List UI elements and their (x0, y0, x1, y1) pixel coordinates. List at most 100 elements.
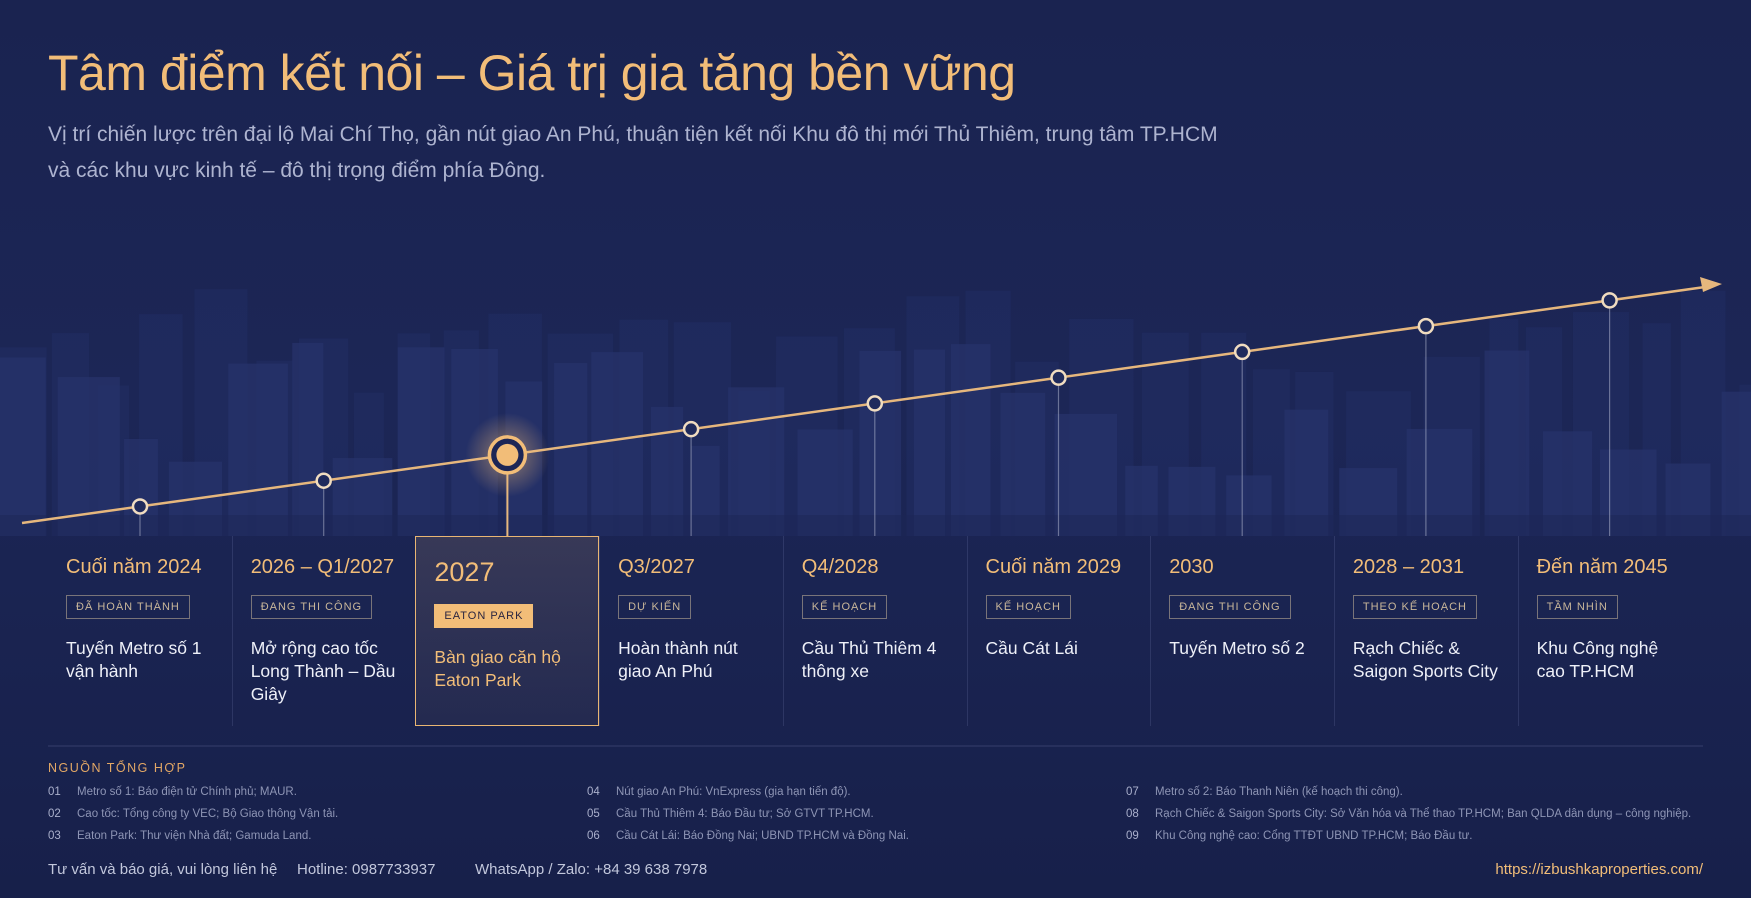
milestone-date: 2027 (434, 557, 495, 587)
subtitle: và các khu vực kinh tế – đô thị trọng đi… (48, 159, 546, 182)
milestone-label: Bàn giao căn hộ Eaton Park (434, 647, 561, 690)
skyline-building (1484, 350, 1530, 536)
source-item: 08 Rạch Chiếc & Saigon Sports City: Sở Vă… (1126, 808, 1691, 820)
skyline-building (1721, 391, 1751, 536)
milestone-label: Rạch Chiếc & Saigon Sports City (1352, 638, 1498, 681)
timeline-column: Đến năm 2045 TẦM NHÌN Khu Công nghệ cao TP… (1517, 536, 1702, 726)
title: Tâm điểm kết nối – Giá trị gia tăng bền … (48, 45, 1016, 101)
milestone-label: Tuyến Metro số 1 vận hành (66, 638, 202, 681)
milestone-label: Cầu Thủ Thiêm 4 thông xe (801, 638, 937, 681)
skyline-building (397, 347, 445, 536)
milestone-core (496, 443, 519, 466)
source-number: 04 (587, 786, 600, 798)
timeline-column: 2027 EATON PARK Bàn giao căn hộ Eaton Park (415, 536, 600, 726)
milestone (131, 498, 149, 515)
milestone-status: ĐANG THI CÔNG (250, 595, 373, 619)
website-link[interactable]: https://izbushkaproperties.com/ (1495, 861, 1703, 878)
source-text: Cầu Thủ Thiêm 4: Báo Đầu tư; Sở GTVT TP.… (616, 808, 874, 820)
skyline-building (728, 387, 785, 536)
source-item: 05 Cầu Thủ Thiêm 4: Báo Đầu tư; Sở GTVT T… (587, 808, 874, 820)
milestone-date: 2028 – 2031 (1352, 556, 1465, 578)
milestone-status: KẾ HOẠCH (801, 595, 888, 619)
milestone-status: ĐANG THI CÔNG (1169, 595, 1291, 619)
milestone-date: Cuối năm 2024 (66, 556, 202, 578)
source-number: 06 (587, 830, 600, 842)
skyline-building (292, 342, 324, 536)
timeline-column: Cuối năm 2024 ĐÃ HOÀN THÀNH Tuyến Metro số… (48, 536, 232, 726)
source-text: Metro số 2: Báo Thanh Niên (kế hoạch thi… (1155, 786, 1403, 798)
skyline-building (57, 377, 120, 536)
source-number: 09 (1126, 830, 1139, 842)
hotline: Hotline: 0987733937 (297, 861, 436, 878)
source-item: 03 Eaton Park: Thư viện Nhà đất; Gamuda L… (48, 830, 311, 842)
timeline-column: Q3/2027 DỰ KIẾN Hoàn thành nút giao An Phú (599, 536, 783, 726)
source-number: 07 (1126, 786, 1139, 798)
whatsapp: WhatsApp / Zalo: +84 39 638 7978 (475, 861, 708, 878)
skyline-building (859, 350, 902, 536)
source-number: 08 (1126, 808, 1139, 820)
milestone-date: Cuối năm 2029 (985, 556, 1122, 578)
milestone (315, 472, 332, 489)
milestone (1050, 369, 1067, 386)
milestone-status: TẦM NHÌN (1536, 595, 1618, 619)
skyline-building (1000, 392, 1046, 536)
source-text: Khu Công nghệ cao: Cổng TTĐT UBND TP.HCM… (1155, 830, 1473, 842)
milestone-date: 2030 (1169, 556, 1214, 578)
source-number: 05 (587, 808, 600, 820)
timeline-column: 2030 ĐANG THI CÔNG Tuyến Metro số 2 (1150, 536, 1334, 726)
milestone-label: Tuyến Metro số 2 (1169, 638, 1305, 658)
skyline-building (950, 344, 991, 536)
milestone (1417, 317, 1435, 335)
timeline-column: Q4/2028 KẾ HOẠCH Cầu Thủ Thiêm 4 thông xe (782, 536, 967, 726)
source-text: Metro số 1: Báo điện tử Chính phủ; MAUR. (77, 786, 297, 798)
source-text: Cao tốc: Tổng công ty VEC; Bộ Giao thông… (77, 808, 339, 820)
timeline-column: 2028 – 2031 THEO KẾ HOẠCH Rạch Chiếc & Sai… (1333, 536, 1518, 726)
milestone-status: THEO KẾ HOẠCH (1352, 595, 1477, 619)
milestone-label: Khu Công nghệ cao TP.HCM (1536, 638, 1659, 681)
source-item: 04 Nút giao An Phú: VnExpress (gia hạn ti… (587, 786, 851, 798)
source-number: 02 (48, 808, 61, 820)
milestone (866, 395, 884, 412)
source-number: 03 (48, 830, 61, 842)
milestone-date: 2026 – Q1/2027 (250, 556, 395, 578)
source-text: Eaton Park: Thư viện Nhà đất; Gamuda Lan… (77, 830, 312, 842)
skyline-building (651, 406, 684, 536)
milestone (1601, 292, 1618, 309)
milestone (682, 420, 700, 438)
milestone-label: Mở rộng cao tốc Long Thành – Dầu Giây (250, 638, 396, 704)
milestone (1233, 343, 1251, 361)
skyline-fade (0, 515, 1751, 536)
subtitle: Vị trí chiến lược trên đại lộ Mai Chí Th… (48, 123, 1218, 146)
timeline-column: 2026 – Q1/2027 ĐANG THI CÔNG Mở rộng cao t… (231, 536, 416, 726)
timeline-column: Cuối năm 2029 KẾ HOẠCH Cầu Cát Lái (966, 536, 1151, 726)
milestone-date: Q4/2028 (801, 556, 879, 578)
sources-title: NGUỒN TỔNG HỢP (48, 761, 187, 775)
milestone-date: Đến năm 2045 (1536, 556, 1668, 578)
milestone-status: DỰ KIẾN (618, 595, 692, 619)
source-item: 07 Metro số 2: Báo Thanh Niên (kế hoạch t… (1126, 786, 1403, 798)
skyline-building (0, 357, 46, 536)
milestone-status: EATON PARK (434, 604, 534, 628)
milestone-label: Hoàn thành nút giao An Phú (618, 638, 738, 681)
source-number: 01 (48, 786, 61, 798)
skyline-building (1284, 409, 1329, 536)
source-text: Rạch Chiếc & Saigon Sports City: Sở Văn … (1155, 808, 1692, 820)
skyline-building (228, 363, 288, 536)
milestone-date: Q3/2027 (618, 556, 695, 578)
timeline-arrow (1700, 277, 1722, 292)
source-item: 01 Metro số 1: Báo điện tử Chính phủ; MAU… (48, 786, 297, 798)
source-text: Nút giao An Phú: VnExpress (gia hạn tiến… (616, 786, 851, 798)
milestone-label: Cầu Cát Lái (985, 638, 1078, 658)
source-item: 09 Khu Công nghệ cao: Cổng TTĐT UBND TP.H… (1126, 830, 1473, 842)
source-item: 06 Cầu Cát Lái: Báo Đồng Nai; UBND TP.HCM… (587, 830, 909, 842)
skyline-building (591, 352, 643, 536)
skyline-building (913, 349, 946, 536)
source-item: 02 Cao tốc: Tổng công ty VEC; Bộ Giao thô… (48, 808, 338, 820)
contact-text: Tư vấn và báo giá, vui lòng liên hệ (48, 861, 278, 878)
skyline-building (554, 363, 588, 536)
milestone-status: KẾ HOẠCH (985, 595, 1071, 619)
milestone-status: ĐÃ HOÀN THÀNH (66, 595, 190, 619)
source-text: Cầu Cát Lái: Báo Đồng Nai; UBND TP.HCM v… (616, 830, 909, 842)
